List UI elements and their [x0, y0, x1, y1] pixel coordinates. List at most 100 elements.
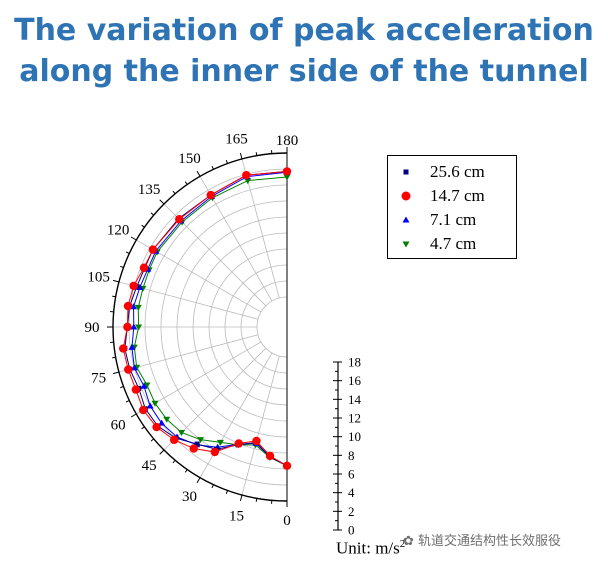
scale-tick-label: 0 [348, 523, 355, 538]
data-point [197, 437, 205, 444]
data-point [252, 436, 261, 446]
circle-marker-icon [401, 191, 411, 201]
angle-tick-mark [172, 190, 176, 195]
data-point [189, 444, 198, 453]
data-point [140, 382, 148, 389]
angle-tick-mark [225, 160, 228, 164]
angular-gridline [163, 347, 267, 451]
legend-entry-4: 4.7 cm [388, 232, 516, 256]
unit-exponent: 2 [399, 538, 406, 550]
unit-label: Unit: m/s2 [336, 538, 405, 559]
angle-tick-mark [130, 413, 137, 418]
angle-tick-mark [225, 490, 228, 494]
legend-label: 25.6 cm [430, 162, 485, 181]
wechat-watermark: ✿ 轨道交通结构性长效服役 [403, 530, 561, 549]
angle-tick-label: 45 [142, 458, 157, 474]
angle-tick-label: 135 [138, 182, 161, 198]
polar-axis: 0 15 30 45 60 75 90 105 120 135 150 165 180 [85, 132, 299, 529]
angle-tick-label: 30 [182, 489, 197, 505]
chart-title-line-1: The variation of peak acceleration [14, 13, 594, 48]
series-14.7-cm [119, 167, 292, 470]
data-point [242, 170, 251, 180]
data-point [146, 402, 154, 409]
data-point [123, 322, 132, 332]
angle-tick-mark [150, 212, 155, 216]
triangle-down-marker-icon [402, 241, 410, 248]
data-point [177, 430, 185, 437]
angle-tick-label: 75 [91, 370, 106, 386]
angle-tick-mark [159, 449, 165, 455]
data-point [134, 304, 142, 311]
angle-tick-mark [141, 426, 145, 430]
data-point [130, 323, 138, 330]
data-point [152, 422, 161, 432]
angle-tick-mark [211, 484, 214, 489]
chart-title-line-2: along the inner side of the tunnel [19, 54, 589, 89]
angle-tick-label: 150 [178, 151, 201, 167]
data-point [282, 461, 292, 470]
angle-tick-mark [113, 371, 120, 375]
angular-gridline [118, 334, 259, 373]
angle-tick-mark [196, 477, 201, 484]
angle-tick-label: 0 [283, 513, 291, 529]
watermark-text: 轨道交通结构性长效服役 [418, 534, 562, 549]
scale-tick-label: 4 [348, 485, 355, 500]
angle-tick-label: 180 [276, 133, 299, 149]
angle-tick-mark [196, 170, 201, 177]
angle-tick-mark [239, 153, 243, 160]
angle-tick-label: 15 [229, 508, 244, 524]
angle-tick-mark [159, 199, 165, 205]
angle-tick-mark [184, 469, 188, 473]
data-point [169, 435, 179, 445]
scale-tick-label: 12 [348, 411, 361, 426]
data-point [139, 263, 149, 272]
data-point [131, 385, 141, 394]
wechat-icon: ✿ [403, 534, 419, 549]
legend-entry-3: 7.1 cm [388, 208, 516, 232]
angle-tick-mark [112, 295, 116, 298]
data-point [151, 400, 159, 407]
angle-tick-label: 105 [87, 270, 110, 286]
series-line [124, 170, 288, 467]
data-point [265, 451, 275, 461]
angle-tick-mark [125, 400, 130, 403]
scale-tick-label: 18 [348, 355, 361, 370]
data-point [194, 441, 200, 447]
data-point [123, 301, 133, 311]
angle-tick-mark [130, 236, 137, 241]
data-point [216, 439, 224, 446]
angle-tick-mark [125, 251, 130, 254]
radial-scale-bar: 0 2 4 6 8 10 12 14 16 18 [333, 355, 362, 538]
data-point [234, 439, 243, 448]
data-point [283, 174, 291, 181]
data-point [119, 344, 128, 353]
square-marker-icon [403, 169, 409, 175]
data-point [135, 324, 143, 331]
angle-tick-mark [113, 279, 120, 283]
data-point [130, 364, 138, 371]
data-point [175, 215, 184, 224]
angle-tick-mark [184, 181, 188, 185]
scale-tick-label: 6 [348, 467, 355, 482]
data-point [148, 245, 158, 254]
angle-tick-mark [112, 356, 116, 359]
data-point [163, 416, 171, 423]
angle-tick-mark [141, 224, 145, 228]
scale-tick-label: 8 [348, 448, 355, 463]
data-point [282, 167, 292, 176]
angle-tick-label: 90 [85, 320, 100, 336]
legend-label: 14.7 cm [430, 186, 485, 205]
data-point [124, 365, 133, 374]
angle-tick-label: 120 [107, 223, 130, 239]
angle-tick-label: 165 [225, 132, 248, 148]
legend-entry-1: 25.6 cm [388, 160, 516, 184]
series-line [122, 170, 288, 467]
angle-tick-mark [255, 152, 258, 156]
data-point [210, 447, 219, 457]
series-line [133, 176, 288, 467]
angular-gridline [199, 352, 273, 478]
angular-gridline [241, 355, 280, 496]
data-point [129, 281, 138, 291]
angle-tick-mark [255, 498, 258, 502]
